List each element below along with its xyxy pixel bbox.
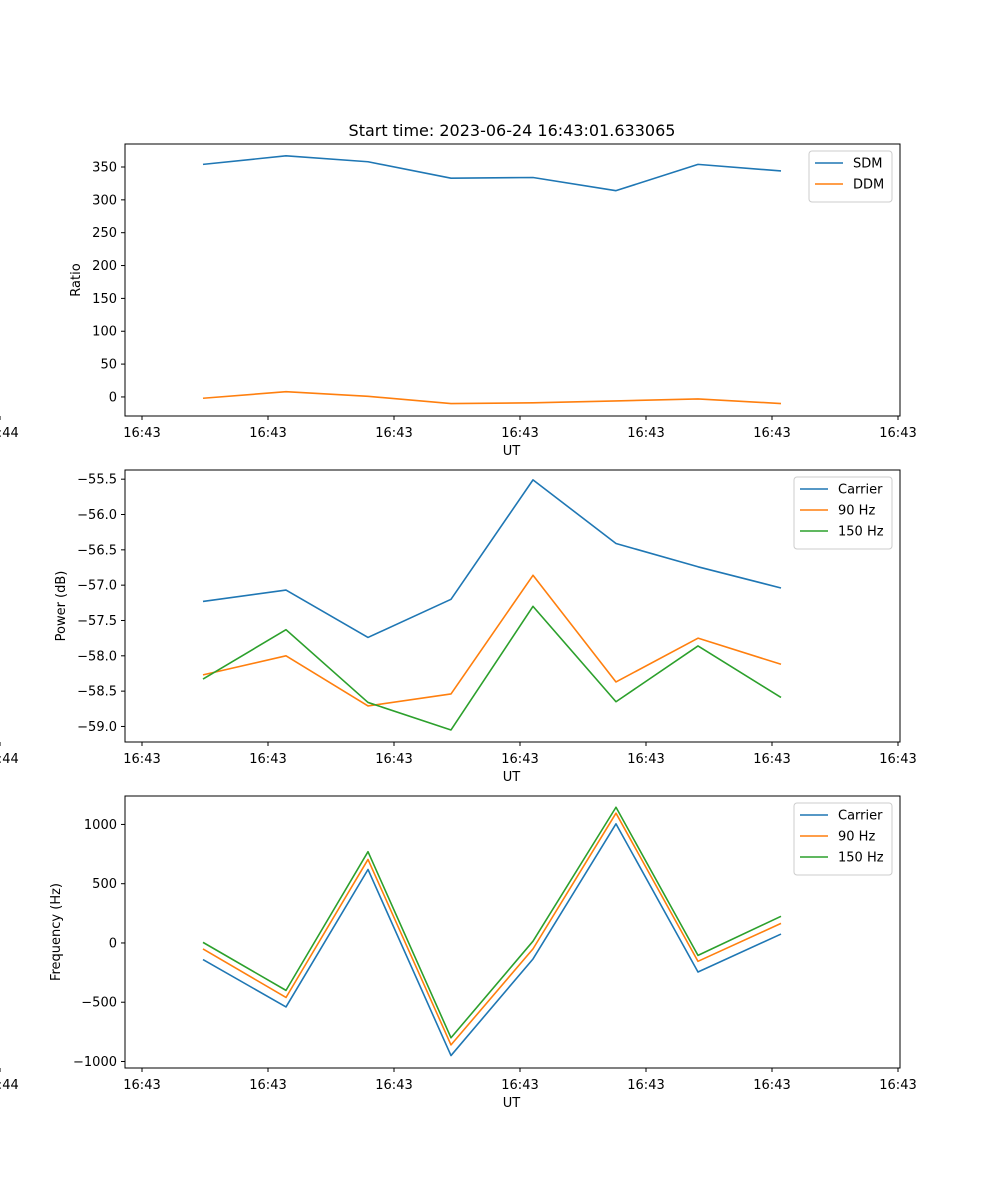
- series-line-150-hz: [202, 806, 782, 1039]
- series-line-sdm: [202, 155, 782, 192]
- x-tick-label: 16:43: [879, 1078, 916, 1093]
- legend-label: 90 Hz: [838, 830, 875, 845]
- y-tick-label: −57.0: [77, 579, 117, 594]
- legend-label: SDM: [853, 157, 882, 172]
- series-line-150-hz: [202, 605, 782, 731]
- y-tick-label: 50: [100, 358, 117, 373]
- legend-label: Carrier: [838, 483, 883, 498]
- x-tick-label: 16:44: [0, 426, 19, 441]
- x-tick-label: 16:43: [753, 752, 790, 767]
- y-tick-label: −1000: [73, 1055, 117, 1070]
- x-tick-label: 16:43: [501, 1078, 538, 1093]
- y-tick-label: 200: [92, 259, 117, 274]
- y-tick-label: 350: [92, 160, 117, 175]
- x-tick-label: 16:43: [879, 426, 916, 441]
- y-tick-label: 0: [109, 390, 117, 405]
- x-tick-label: 16:43: [375, 1078, 412, 1093]
- series-line-ddm: [202, 390, 782, 405]
- x-tick-label: 16:44: [0, 752, 19, 767]
- x-tick-label: 16:43: [627, 752, 664, 767]
- series-line-90-hz: [202, 574, 782, 707]
- x-tick-label: 16:44: [0, 1078, 19, 1093]
- y-tick-label: −56.0: [77, 508, 117, 523]
- y-tick-label: −58.0: [77, 649, 117, 664]
- x-tick-label: 16:43: [123, 1078, 160, 1093]
- x-tick-label: 16:43: [753, 426, 790, 441]
- y-tick-label: −57.5: [77, 614, 117, 629]
- x-axis-label: UT: [503, 770, 521, 785]
- plot-area-frame: [124, 795, 901, 1069]
- x-tick-label: 16:43: [627, 426, 664, 441]
- y-tick-label: −58.5: [77, 685, 117, 700]
- x-tick-label: 16:43: [879, 752, 916, 767]
- y-axis-label: Power (dB): [54, 571, 69, 642]
- y-tick-label: 500: [92, 877, 117, 892]
- y-tick-label: 300: [92, 193, 117, 208]
- x-tick-label: 16:43: [501, 752, 538, 767]
- y-tick-label: 0: [109, 936, 117, 951]
- x-tick-label: 16:43: [249, 426, 286, 441]
- y-tick-label: 250: [92, 226, 117, 241]
- chart-title: Start time: 2023-06-24 16:43:01.633065: [349, 121, 676, 140]
- y-tick-label: 150: [92, 292, 117, 307]
- x-tick-label: 16:43: [249, 752, 286, 767]
- y-axis-label: Frequency (Hz): [49, 883, 64, 981]
- subplot-3: 16:43 16:43 16:43 16:43 16:43 16:43 16:43 16:44…: [0, 795, 917, 1111]
- x-tick-label: 16:43: [123, 426, 160, 441]
- x-tick-label: 16:43: [123, 752, 160, 767]
- legend-label: DDM: [853, 178, 884, 193]
- series-line-carrier: [202, 823, 782, 1057]
- y-tick-label: −59.0: [77, 720, 117, 735]
- x-axis-label: UT: [503, 444, 521, 459]
- y-axis-label: Ratio: [69, 263, 84, 296]
- series-line-90-hz: [202, 812, 782, 1046]
- series-line-carrier: [202, 479, 782, 639]
- x-tick-label: 16:43: [249, 1078, 286, 1093]
- plot-area-frame: [124, 469, 901, 743]
- y-tick-label: 1000: [84, 818, 117, 833]
- subplot-1: 16:43 16:43 16:43 16:43 16:43 16:43 16:43 16:44…: [0, 143, 917, 459]
- plot-area-frame: [124, 143, 901, 417]
- y-tick-label: −500: [81, 996, 117, 1011]
- legend-label: 150 Hz: [838, 851, 884, 866]
- legend-label: 90 Hz: [838, 504, 875, 519]
- x-tick-label: 16:43: [501, 426, 538, 441]
- x-tick-label: 16:43: [753, 1078, 790, 1093]
- y-tick-label: −55.5: [77, 473, 117, 488]
- x-tick-label: 16:43: [375, 752, 412, 767]
- x-tick-label: 16:43: [627, 1078, 664, 1093]
- x-axis-label: UT: [503, 1096, 521, 1111]
- y-tick-label: 100: [92, 325, 117, 340]
- subplot-2: 16:43 16:43 16:43 16:43 16:43 16:43 16:43 16:44…: [0, 469, 917, 785]
- x-tick-label: 16:43: [375, 426, 412, 441]
- legend-label: Carrier: [838, 809, 883, 824]
- y-tick-label: −56.5: [77, 543, 117, 558]
- legend-label: 150 Hz: [838, 525, 884, 540]
